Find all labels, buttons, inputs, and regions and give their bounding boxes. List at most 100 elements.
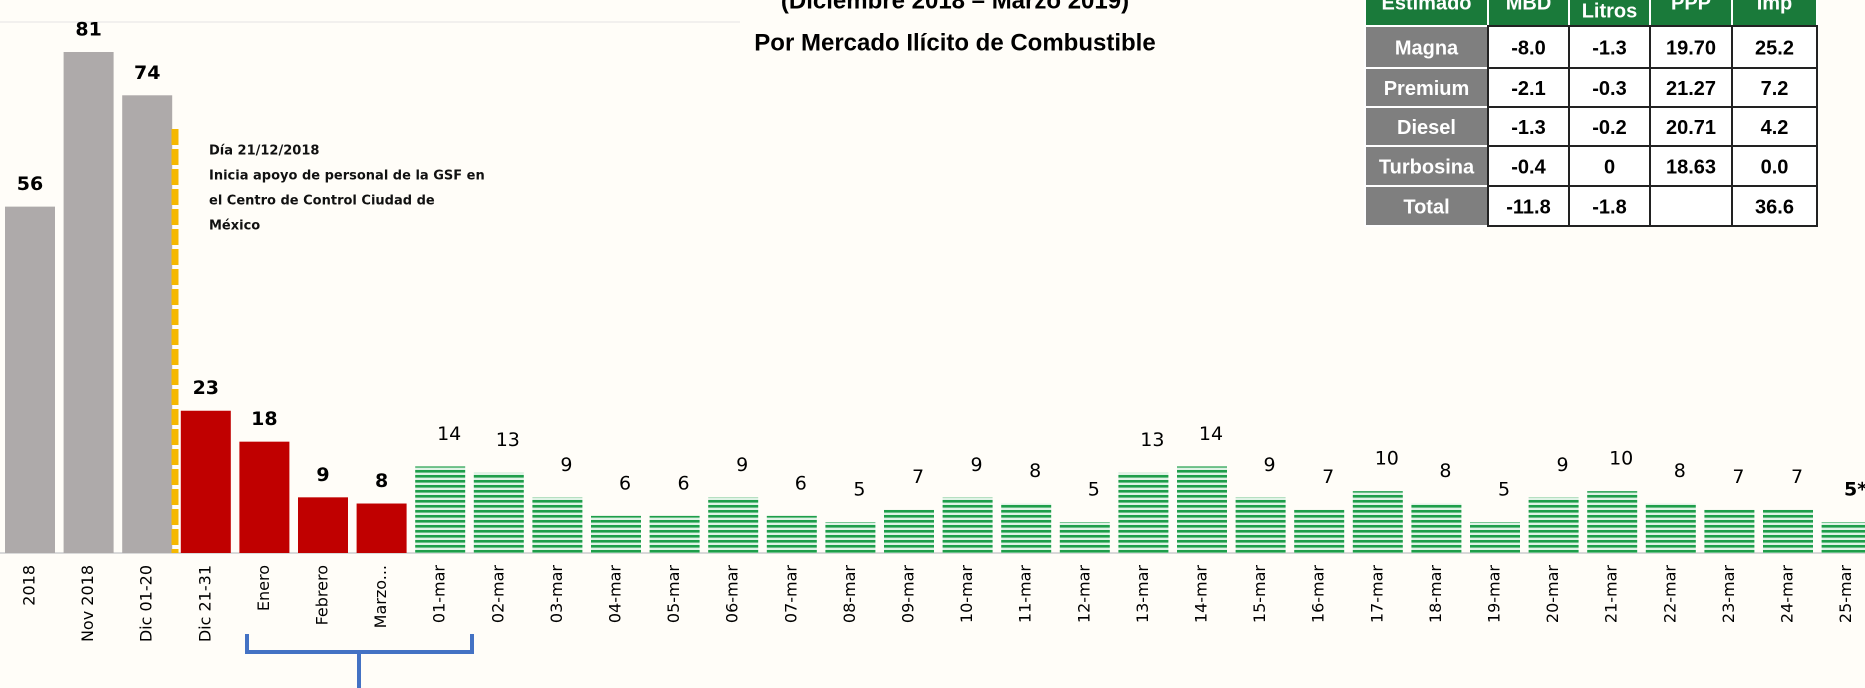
- row-header-text: Diesel: [1397, 117, 1456, 139]
- bar: [1060, 522, 1110, 553]
- row-header-text: Magna: [1395, 37, 1459, 59]
- bar: [1118, 473, 1168, 553]
- x-tick-label: Dic 01-20: [137, 565, 156, 642]
- x-tick-label: 11-mar: [1016, 565, 1035, 624]
- cell-text: -1.3: [1592, 37, 1626, 59]
- x-tick-label: Febrero: [313, 565, 332, 625]
- cell-text: -2.1: [1511, 78, 1545, 100]
- value-label: 13: [496, 429, 520, 451]
- x-tick-label: 18-mar: [1426, 565, 1445, 624]
- value-label: 5: [853, 479, 865, 501]
- x-tick-label: 23-mar: [1719, 565, 1738, 624]
- x-tick-label: 02-mar: [488, 565, 507, 624]
- value-label: 8: [1029, 460, 1041, 482]
- value-label: 18: [251, 408, 277, 430]
- bar: [181, 411, 231, 553]
- value-label: 74: [134, 62, 160, 84]
- cell-text: 4.2: [1761, 117, 1789, 139]
- cell-text: -1.3: [1511, 117, 1545, 139]
- x-tick-label: 04-mar: [606, 565, 625, 624]
- cell-text: 0.0: [1761, 156, 1789, 178]
- x-tick-label: 19-mar: [1485, 565, 1504, 624]
- x-tick-label: Nov 2018: [78, 565, 97, 642]
- bar: [474, 473, 524, 553]
- bar: [64, 52, 114, 553]
- x-tick-label: 06-mar: [723, 565, 742, 624]
- value-label: 14: [1199, 423, 1223, 445]
- x-tick-label: 14-mar: [1192, 565, 1211, 624]
- x-tick-label: 13-mar: [1133, 565, 1152, 624]
- cell-text: 21.27: [1666, 78, 1716, 100]
- annotation-line: Inicia apoyo de personal de la GSF en: [209, 169, 485, 184]
- x-tick-label: 01-mar: [430, 565, 449, 624]
- x-tick-label: 03-mar: [547, 565, 566, 624]
- value-label: 13: [1140, 429, 1164, 451]
- value-label: 23: [193, 377, 219, 399]
- bar: [943, 497, 993, 553]
- value-label: 7: [912, 466, 924, 488]
- value-label: 7: [1732, 466, 1744, 488]
- row-header-text: Total: [1403, 196, 1449, 218]
- x-tick-label: 07-mar: [781, 565, 800, 624]
- bar: [767, 516, 817, 553]
- cell-text: 19.70: [1666, 37, 1716, 59]
- cell-text: 25.2: [1755, 37, 1794, 59]
- value-label: 7: [1791, 466, 1803, 488]
- value-label: 14: [437, 423, 461, 445]
- value-label: 9: [1264, 454, 1276, 476]
- x-tick-label: 21-mar: [1602, 565, 1621, 624]
- value-label: 6: [619, 472, 631, 494]
- x-tick-label: 22-mar: [1660, 565, 1679, 624]
- annotation-line: Día 21/12/2018: [209, 144, 319, 159]
- header-text: MBD: [1506, 0, 1552, 14]
- bar: [1353, 491, 1403, 553]
- x-tick-label: 09-mar: [899, 565, 918, 624]
- bar: [532, 497, 582, 553]
- cell-text: -8.0: [1511, 37, 1545, 59]
- x-tick-label: 2018: [20, 565, 39, 606]
- cell-text: 7.2: [1761, 78, 1789, 100]
- x-tick-label: 15-mar: [1250, 565, 1269, 624]
- bar: [1470, 522, 1520, 553]
- x-tick-label: 12-mar: [1074, 565, 1093, 624]
- row-header-text: Turbosina: [1379, 156, 1475, 178]
- bar: [1704, 510, 1754, 553]
- bar: [1177, 466, 1227, 553]
- bar: [239, 442, 289, 553]
- value-label: 6: [795, 472, 807, 494]
- cell: [1650, 186, 1732, 226]
- x-tick-label: Marzo...: [371, 565, 390, 628]
- bar: [1411, 504, 1461, 553]
- x-tick-label: 25-mar: [1836, 565, 1855, 624]
- value-label: 81: [75, 19, 101, 41]
- cell-text: -11.8: [1506, 196, 1550, 218]
- value-label: 7: [1322, 466, 1334, 488]
- value-label: 56: [17, 173, 43, 195]
- value-label: 9: [560, 454, 572, 476]
- bar: [884, 510, 934, 553]
- bar: [1001, 504, 1051, 553]
- x-tick-label: 05-mar: [664, 565, 683, 624]
- bar: [1294, 510, 1344, 553]
- header-text: Imp: [1757, 0, 1793, 14]
- bar: [1763, 510, 1813, 553]
- x-tick-label: 20-mar: [1543, 565, 1562, 624]
- value-label: 6: [678, 472, 690, 494]
- value-label: 10: [1375, 448, 1399, 470]
- value-label: 5: [1498, 479, 1510, 501]
- bar: [1646, 504, 1696, 553]
- x-tick-label: 24-mar: [1778, 565, 1797, 624]
- cell-text: -0.4: [1511, 156, 1546, 178]
- value-label: 5*: [1844, 479, 1865, 501]
- row-header-text: Premium: [1384, 78, 1470, 100]
- cell-text: 0: [1604, 156, 1615, 178]
- value-label: 8: [375, 470, 388, 492]
- value-label: 5: [1088, 479, 1100, 501]
- bar: [1529, 497, 1579, 553]
- header-text: PPP: [1671, 0, 1711, 14]
- x-tick-label: Dic 21-31: [195, 565, 214, 642]
- annotation-line: México: [209, 219, 260, 234]
- x-tick-label: 17-mar: [1367, 565, 1386, 624]
- value-label: 8: [1439, 460, 1451, 482]
- annotation-line: el Centro de Control Ciudad de: [209, 194, 435, 209]
